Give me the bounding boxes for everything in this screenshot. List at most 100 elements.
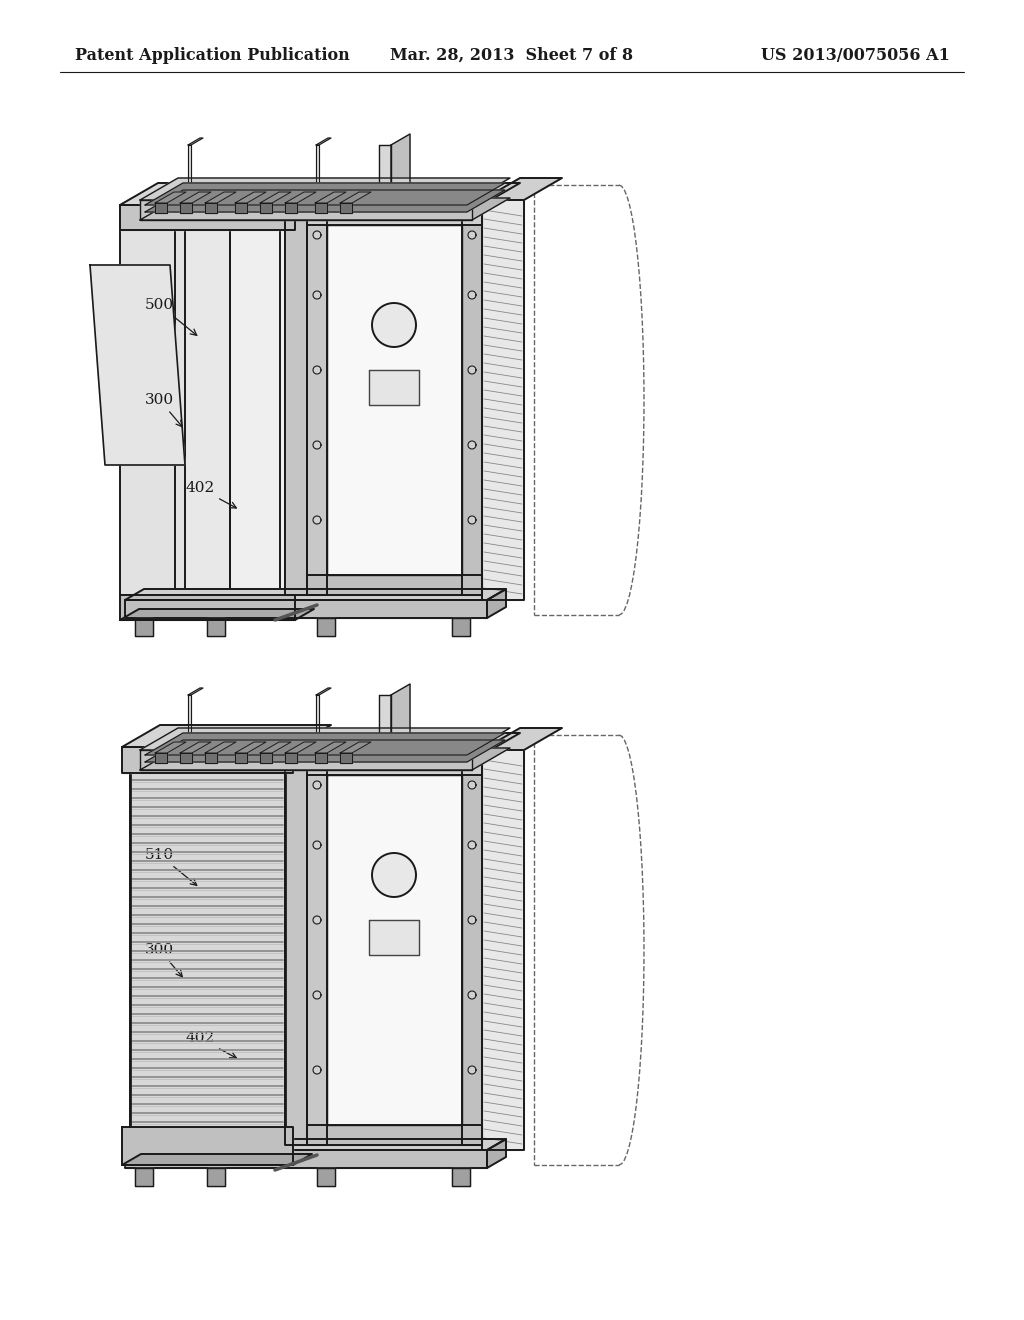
Polygon shape <box>285 194 326 205</box>
Polygon shape <box>155 203 167 213</box>
Polygon shape <box>468 991 476 999</box>
Polygon shape <box>468 1067 476 1074</box>
Polygon shape <box>120 205 185 595</box>
Polygon shape <box>391 135 410 201</box>
Polygon shape <box>145 190 505 213</box>
Polygon shape <box>140 729 510 750</box>
Polygon shape <box>468 841 476 849</box>
Text: Patent Application Publication: Patent Application Publication <box>75 46 350 63</box>
Polygon shape <box>130 183 323 205</box>
Polygon shape <box>462 755 482 1144</box>
Text: 402: 402 <box>185 1031 237 1059</box>
Polygon shape <box>180 752 193 763</box>
Polygon shape <box>313 991 321 999</box>
Polygon shape <box>130 755 285 1144</box>
Polygon shape <box>307 183 520 205</box>
Text: FIG. 5A: FIG. 5A <box>376 581 444 599</box>
Text: 300: 300 <box>145 393 182 426</box>
Polygon shape <box>175 205 230 595</box>
Polygon shape <box>340 752 352 763</box>
Polygon shape <box>145 183 505 205</box>
Polygon shape <box>340 191 371 203</box>
Text: 510: 510 <box>145 847 197 886</box>
Polygon shape <box>120 183 333 205</box>
Polygon shape <box>462 205 482 595</box>
Polygon shape <box>207 1168 225 1185</box>
Polygon shape <box>197 746 215 764</box>
Polygon shape <box>135 618 153 636</box>
Polygon shape <box>307 183 520 205</box>
Polygon shape <box>140 748 510 770</box>
Polygon shape <box>140 178 510 201</box>
Polygon shape <box>372 853 416 898</box>
Polygon shape <box>307 733 520 755</box>
Text: 300: 300 <box>145 942 182 977</box>
Polygon shape <box>180 191 211 203</box>
Text: FIG. 5B: FIG. 5B <box>375 1131 444 1148</box>
Polygon shape <box>260 742 291 752</box>
Polygon shape <box>234 752 247 763</box>
Polygon shape <box>315 742 346 752</box>
Polygon shape <box>125 1139 506 1150</box>
Polygon shape <box>122 1127 293 1166</box>
Polygon shape <box>316 145 319 201</box>
Polygon shape <box>141 746 159 764</box>
Polygon shape <box>315 191 346 203</box>
Polygon shape <box>482 729 562 750</box>
Polygon shape <box>230 205 285 595</box>
Polygon shape <box>452 1168 470 1185</box>
Polygon shape <box>253 746 271 764</box>
Polygon shape <box>120 595 295 620</box>
Polygon shape <box>317 1168 335 1185</box>
Polygon shape <box>120 205 295 230</box>
Polygon shape <box>327 224 462 576</box>
Text: Mar. 28, 2013  Sheet 7 of 8: Mar. 28, 2013 Sheet 7 of 8 <box>390 46 634 63</box>
Text: US 2013/0075056 A1: US 2013/0075056 A1 <box>761 46 950 63</box>
Polygon shape <box>482 178 562 201</box>
Polygon shape <box>169 746 187 764</box>
Polygon shape <box>316 139 331 145</box>
Polygon shape <box>285 752 297 763</box>
Polygon shape <box>130 733 323 755</box>
Polygon shape <box>122 1154 312 1166</box>
Polygon shape <box>313 366 321 374</box>
Text: 500: 500 <box>145 298 197 335</box>
Polygon shape <box>280 198 300 205</box>
Polygon shape <box>205 203 217 213</box>
Polygon shape <box>207 618 225 636</box>
Polygon shape <box>280 205 288 595</box>
Polygon shape <box>372 304 416 347</box>
Polygon shape <box>145 741 505 762</box>
Polygon shape <box>482 750 524 1150</box>
Polygon shape <box>90 265 185 465</box>
Polygon shape <box>313 231 321 239</box>
Polygon shape <box>140 198 510 220</box>
Polygon shape <box>313 841 321 849</box>
Polygon shape <box>175 198 242 205</box>
Polygon shape <box>487 1139 506 1168</box>
Polygon shape <box>307 733 520 755</box>
Polygon shape <box>180 742 211 752</box>
Polygon shape <box>122 725 331 747</box>
Polygon shape <box>482 183 520 595</box>
Polygon shape <box>313 781 321 789</box>
Polygon shape <box>307 755 327 1144</box>
Polygon shape <box>313 290 321 300</box>
Polygon shape <box>180 203 193 213</box>
Polygon shape <box>482 733 520 1144</box>
Polygon shape <box>340 203 352 213</box>
Polygon shape <box>452 618 470 636</box>
Polygon shape <box>369 370 419 405</box>
Polygon shape <box>125 1150 487 1168</box>
Polygon shape <box>468 781 476 789</box>
Polygon shape <box>313 516 321 524</box>
Text: 402: 402 <box>185 480 237 508</box>
Polygon shape <box>307 576 482 595</box>
Polygon shape <box>140 201 472 220</box>
Polygon shape <box>316 688 331 696</box>
Polygon shape <box>125 589 506 601</box>
Polygon shape <box>307 755 482 775</box>
Polygon shape <box>391 684 410 750</box>
Polygon shape <box>120 609 314 620</box>
Polygon shape <box>120 198 197 205</box>
